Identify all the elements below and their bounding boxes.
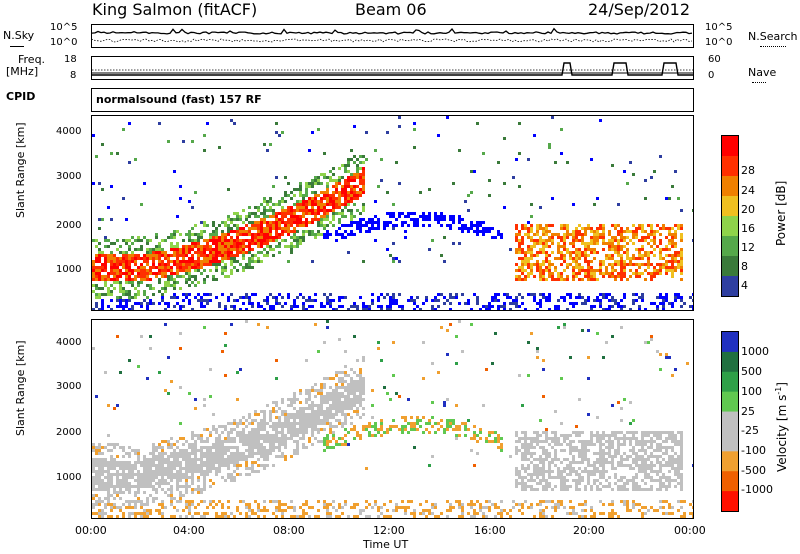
vel-ytick-1000: 1000: [56, 472, 82, 483]
noise-right-tick-bottom: 10^0: [705, 37, 733, 48]
velocity-panel: [91, 319, 695, 519]
power-ytick-4000: 4000: [56, 126, 82, 137]
colorbar-swatch: [722, 371, 738, 393]
power-ytick-3000: 3000: [56, 171, 82, 182]
freq-step-trace: [92, 62, 693, 76]
xtick-2400: 00:00: [674, 524, 706, 537]
colorbar-swatch: [722, 491, 738, 512]
colorbar-swatch: [722, 256, 738, 277]
power-colorbar-swatches: [722, 136, 738, 297]
nave-tick-bottom: 0: [708, 70, 715, 81]
colorbar-swatch: [722, 351, 738, 373]
nave-legend-line: [752, 82, 766, 83]
colorbar-swatch: [722, 236, 738, 257]
vel-ytick-3000: 3000: [56, 381, 82, 392]
power-cb-tick-4: 4: [741, 279, 748, 292]
cpid-label: CPID: [6, 90, 36, 103]
xtick-1200: 12:00: [373, 524, 405, 537]
freq-tick-bottom: 8: [70, 70, 77, 81]
power-colorbar: [721, 135, 739, 297]
nave-label: Nave: [748, 66, 777, 79]
colorbar-swatch: [722, 216, 738, 237]
power-cb-tick-12: 12: [741, 241, 755, 254]
xtick-0000: 00:00: [75, 524, 107, 537]
colorbar-swatch: [722, 332, 738, 353]
freq-traces: [92, 62, 693, 76]
power-cb-label: Power [dB]: [774, 180, 788, 246]
vel-cb-tick-25: 25: [741, 405, 755, 418]
beam-title: Beam 06: [355, 0, 427, 19]
velocity-cb-label-sup: -1: [774, 386, 783, 395]
cpid-text: normalsound (fast) 157 RF: [96, 93, 262, 106]
noise-right-tick-top: 10^5: [705, 22, 733, 33]
vel-cb-tick-neg1000: -1000: [741, 483, 773, 496]
velocity-ylabel: Slant Range [km]: [14, 340, 27, 436]
power-ylabel: Slant Range [km]: [14, 122, 27, 218]
power-heatmap: [92, 116, 695, 311]
freq-panel: [91, 56, 694, 80]
colorbar-swatch: [722, 451, 738, 472]
power-panel: [91, 115, 695, 311]
cpid-panel: normalsound (fast) 157 RF: [91, 88, 694, 112]
xtick-1600: 16:00: [474, 524, 506, 537]
noise-sky-legend-line: [10, 46, 24, 47]
power-cb-tick-24: 24: [741, 184, 755, 197]
velocity-cb-label-main: Velocity [m s: [775, 394, 789, 472]
noise-panel: [91, 24, 694, 48]
vel-cb-tick-500: 500: [741, 365, 762, 378]
vel-cb-tick-1000: 1000: [741, 345, 769, 358]
noise-left-tick-top: 10^5: [50, 22, 78, 33]
noise-sky-label: N.Sky: [3, 29, 35, 42]
noise-left-tick-bottom: 10^0: [50, 37, 78, 48]
colorbar-swatch: [722, 196, 738, 217]
noise-search-legend-line: [760, 46, 786, 47]
velocity-colorbar-swatches: [722, 332, 738, 512]
velocity-cb-label-end: ]: [775, 382, 789, 387]
vel-ytick-4000: 4000: [56, 337, 82, 348]
vel-cb-tick-neg25: -25: [741, 424, 759, 437]
vel-ytick-2000: 2000: [56, 427, 82, 438]
colorbar-swatch: [722, 471, 738, 492]
freq-unit-label: [MHz]: [6, 65, 39, 78]
noise-traces: [91, 27, 693, 43]
noise-search-trace: [91, 38, 693, 43]
power-ytick-2000: 2000: [56, 220, 82, 231]
colorbar-swatch: [722, 411, 738, 432]
colorbar-swatch: [722, 176, 738, 197]
freq-tick-top: 18: [64, 54, 77, 65]
date-title: 24/Sep/2012: [588, 0, 691, 19]
freq-label: Freq.: [18, 53, 46, 66]
velocity-heatmap: [92, 320, 695, 518]
station-title: King Salmon (fitACF): [92, 0, 258, 19]
x-axis-label: Time UT: [363, 538, 409, 551]
colorbar-swatch: [722, 276, 738, 297]
xtick-2000: 20:00: [573, 524, 605, 537]
power-cb-tick-20: 20: [741, 203, 755, 216]
velocity-colorbar: [721, 331, 739, 512]
power-ytick-1000: 1000: [56, 264, 82, 275]
colorbar-swatch: [722, 391, 738, 413]
vel-cb-tick-100: 100: [741, 385, 762, 398]
xtick-0400: 04:00: [173, 524, 205, 537]
power-cb-tick-16: 16: [741, 222, 755, 235]
vel-cb-tick-neg500: -500: [741, 464, 766, 477]
power-cb-tick-28: 28: [741, 164, 755, 177]
nave-tick-top: 60: [708, 54, 721, 65]
colorbar-swatch: [722, 431, 738, 452]
xtick-0800: 08:00: [273, 524, 305, 537]
velocity-cb-label: Velocity [m s-1]: [774, 382, 789, 472]
colorbar-swatch: [722, 136, 738, 157]
power-cb-tick-8: 8: [741, 260, 748, 273]
colorbar-swatch: [722, 156, 738, 177]
noise-search-label: N.Search: [748, 30, 798, 43]
noise-sky-trace: [91, 27, 693, 35]
vel-cb-tick-neg100: -100: [741, 444, 766, 457]
